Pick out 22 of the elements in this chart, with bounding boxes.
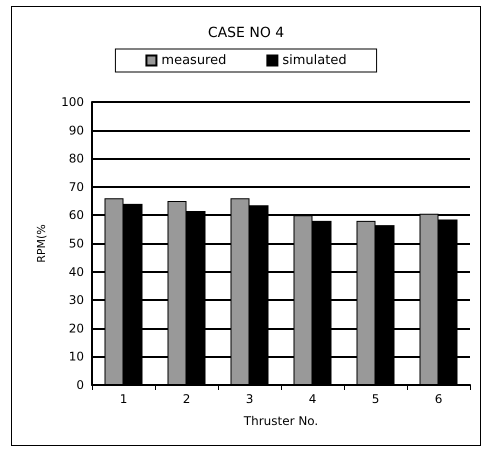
y-tick-label: 50 bbox=[68, 236, 84, 250]
x-tick-label: 5 bbox=[372, 392, 380, 406]
y-tick-label: 40 bbox=[68, 264, 84, 279]
y-tick-label: 70 bbox=[68, 180, 84, 194]
y-tick-label: 20 bbox=[68, 321, 84, 336]
legend-label: measured bbox=[161, 53, 226, 68]
y-axis-title: RPM(% bbox=[35, 224, 48, 263]
x-tick-label: 2 bbox=[182, 392, 190, 406]
y-tick-label: 10 bbox=[68, 350, 84, 364]
x-tick-label: 4 bbox=[308, 392, 316, 406]
x-tick-label: 6 bbox=[434, 392, 442, 406]
y-tick-label: 0 bbox=[76, 378, 84, 392]
x-tick-label: 1 bbox=[120, 392, 128, 406]
y-tick-label: 60 bbox=[68, 208, 84, 222]
x-axis-title: Thruster No. bbox=[242, 414, 318, 428]
x-tick-label: 3 bbox=[246, 392, 254, 406]
y-tick-label: 80 bbox=[68, 152, 84, 166]
y-tick-label: 90 bbox=[68, 123, 84, 138]
y-tick-label: 30 bbox=[68, 293, 84, 308]
legend-label: simulated bbox=[282, 53, 347, 68]
chart-title: CASE NO 4 bbox=[208, 25, 284, 41]
y-tick-label: 100 bbox=[61, 95, 84, 109]
